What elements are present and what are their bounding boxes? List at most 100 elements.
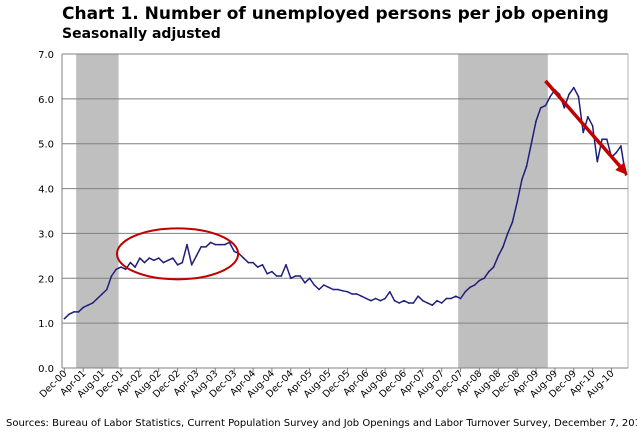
data-point — [351, 293, 353, 295]
data-point — [82, 306, 85, 309]
highlight-ellipse — [115, 227, 240, 281]
data-point — [337, 288, 339, 291]
data-point — [384, 297, 386, 300]
data-point — [539, 107, 542, 109]
data-point — [148, 257, 151, 259]
data-point — [464, 290, 467, 293]
data-point — [115, 268, 118, 271]
y-tick-label: 5.0 — [38, 140, 54, 151]
data-point — [587, 116, 589, 118]
data-point — [516, 201, 518, 203]
y-tick-label: 6.0 — [38, 95, 54, 106]
data-point — [209, 241, 212, 244]
data-point — [450, 297, 452, 300]
data-point — [582, 131, 584, 134]
data-point — [134, 266, 136, 268]
data-point — [431, 304, 434, 307]
data-point — [497, 255, 500, 257]
source-note: Sources: Bureau of Labor Statistics, Cur… — [6, 418, 637, 429]
annotations — [115, 79, 628, 281]
data-point — [469, 286, 471, 289]
data-point — [252, 261, 254, 264]
data-point — [596, 160, 599, 163]
data-point — [63, 317, 66, 320]
data-point — [124, 268, 127, 271]
data-point — [412, 302, 415, 304]
data-point — [511, 221, 514, 224]
data-point — [96, 297, 99, 300]
y-tick-label: 7.0 — [38, 50, 54, 61]
data-point — [620, 145, 622, 147]
data-point — [167, 259, 169, 262]
data-point — [407, 302, 410, 304]
series-line — [63, 86, 627, 320]
data-point — [205, 246, 207, 248]
data-point — [492, 266, 495, 268]
data-point — [299, 275, 301, 277]
y-tick-label: 1.0 — [38, 319, 54, 330]
data-point — [615, 151, 618, 154]
data-point — [459, 297, 462, 300]
data-point — [370, 299, 372, 302]
data-point — [568, 93, 570, 96]
data-point — [549, 95, 551, 98]
recession-band-2 — [458, 54, 548, 368]
data-point — [271, 270, 273, 273]
data-point — [280, 275, 283, 277]
data-point — [110, 275, 113, 277]
data-point — [304, 281, 306, 284]
data-point — [214, 243, 217, 246]
data-point — [403, 299, 405, 302]
data-point — [72, 311, 75, 313]
data-point — [563, 107, 566, 109]
data-point — [233, 250, 235, 253]
data-point — [327, 286, 330, 289]
data-point — [162, 261, 165, 264]
data-point — [525, 165, 528, 167]
data-point — [422, 299, 424, 302]
data-point — [506, 232, 509, 235]
chart-title: Chart 1. Number of unemployed persons pe… — [62, 4, 609, 24]
data-point — [322, 284, 325, 286]
data-point — [393, 299, 396, 302]
data-point — [172, 257, 174, 259]
data-point — [577, 95, 580, 98]
y-tick-label: 2.0 — [38, 274, 54, 285]
data-point — [87, 304, 89, 307]
data-point — [591, 124, 594, 127]
data-point — [139, 257, 141, 259]
data-point — [398, 302, 401, 304]
data-point — [417, 295, 419, 298]
data-point — [120, 266, 122, 268]
data-point — [455, 295, 457, 298]
data-point — [219, 243, 221, 246]
data-point — [77, 311, 80, 313]
data-point — [294, 275, 297, 277]
data-point — [572, 86, 575, 89]
data-point — [186, 243, 188, 246]
x-axis-ticks: Dec-00Apr-01Aug-01Dec-01Apr-02Aug-02Dec-… — [38, 368, 617, 400]
data-point — [195, 255, 198, 257]
y-axis-ticks: 0.0 1.0 2.0 3.0 4.0 5.0 6.0 7.0 — [38, 50, 54, 375]
data-point — [313, 284, 316, 286]
data-point — [275, 275, 278, 277]
data-point — [374, 297, 377, 300]
data-point — [521, 178, 523, 181]
y-tick-label: 3.0 — [38, 229, 54, 240]
data-point — [426, 302, 429, 304]
data-point — [68, 313, 70, 315]
data-point — [181, 261, 184, 264]
data-point — [341, 290, 344, 292]
chart-subtitle: Seasonally adjusted — [62, 26, 221, 42]
data-point — [436, 299, 438, 302]
data-point — [478, 279, 481, 282]
data-point — [256, 266, 259, 268]
data-point — [242, 257, 245, 259]
trend-arrow-head — [615, 162, 628, 176]
data-point — [365, 297, 368, 300]
data-point — [624, 174, 627, 176]
data-point — [601, 138, 603, 141]
data-point — [332, 288, 335, 291]
data-point — [445, 297, 448, 300]
